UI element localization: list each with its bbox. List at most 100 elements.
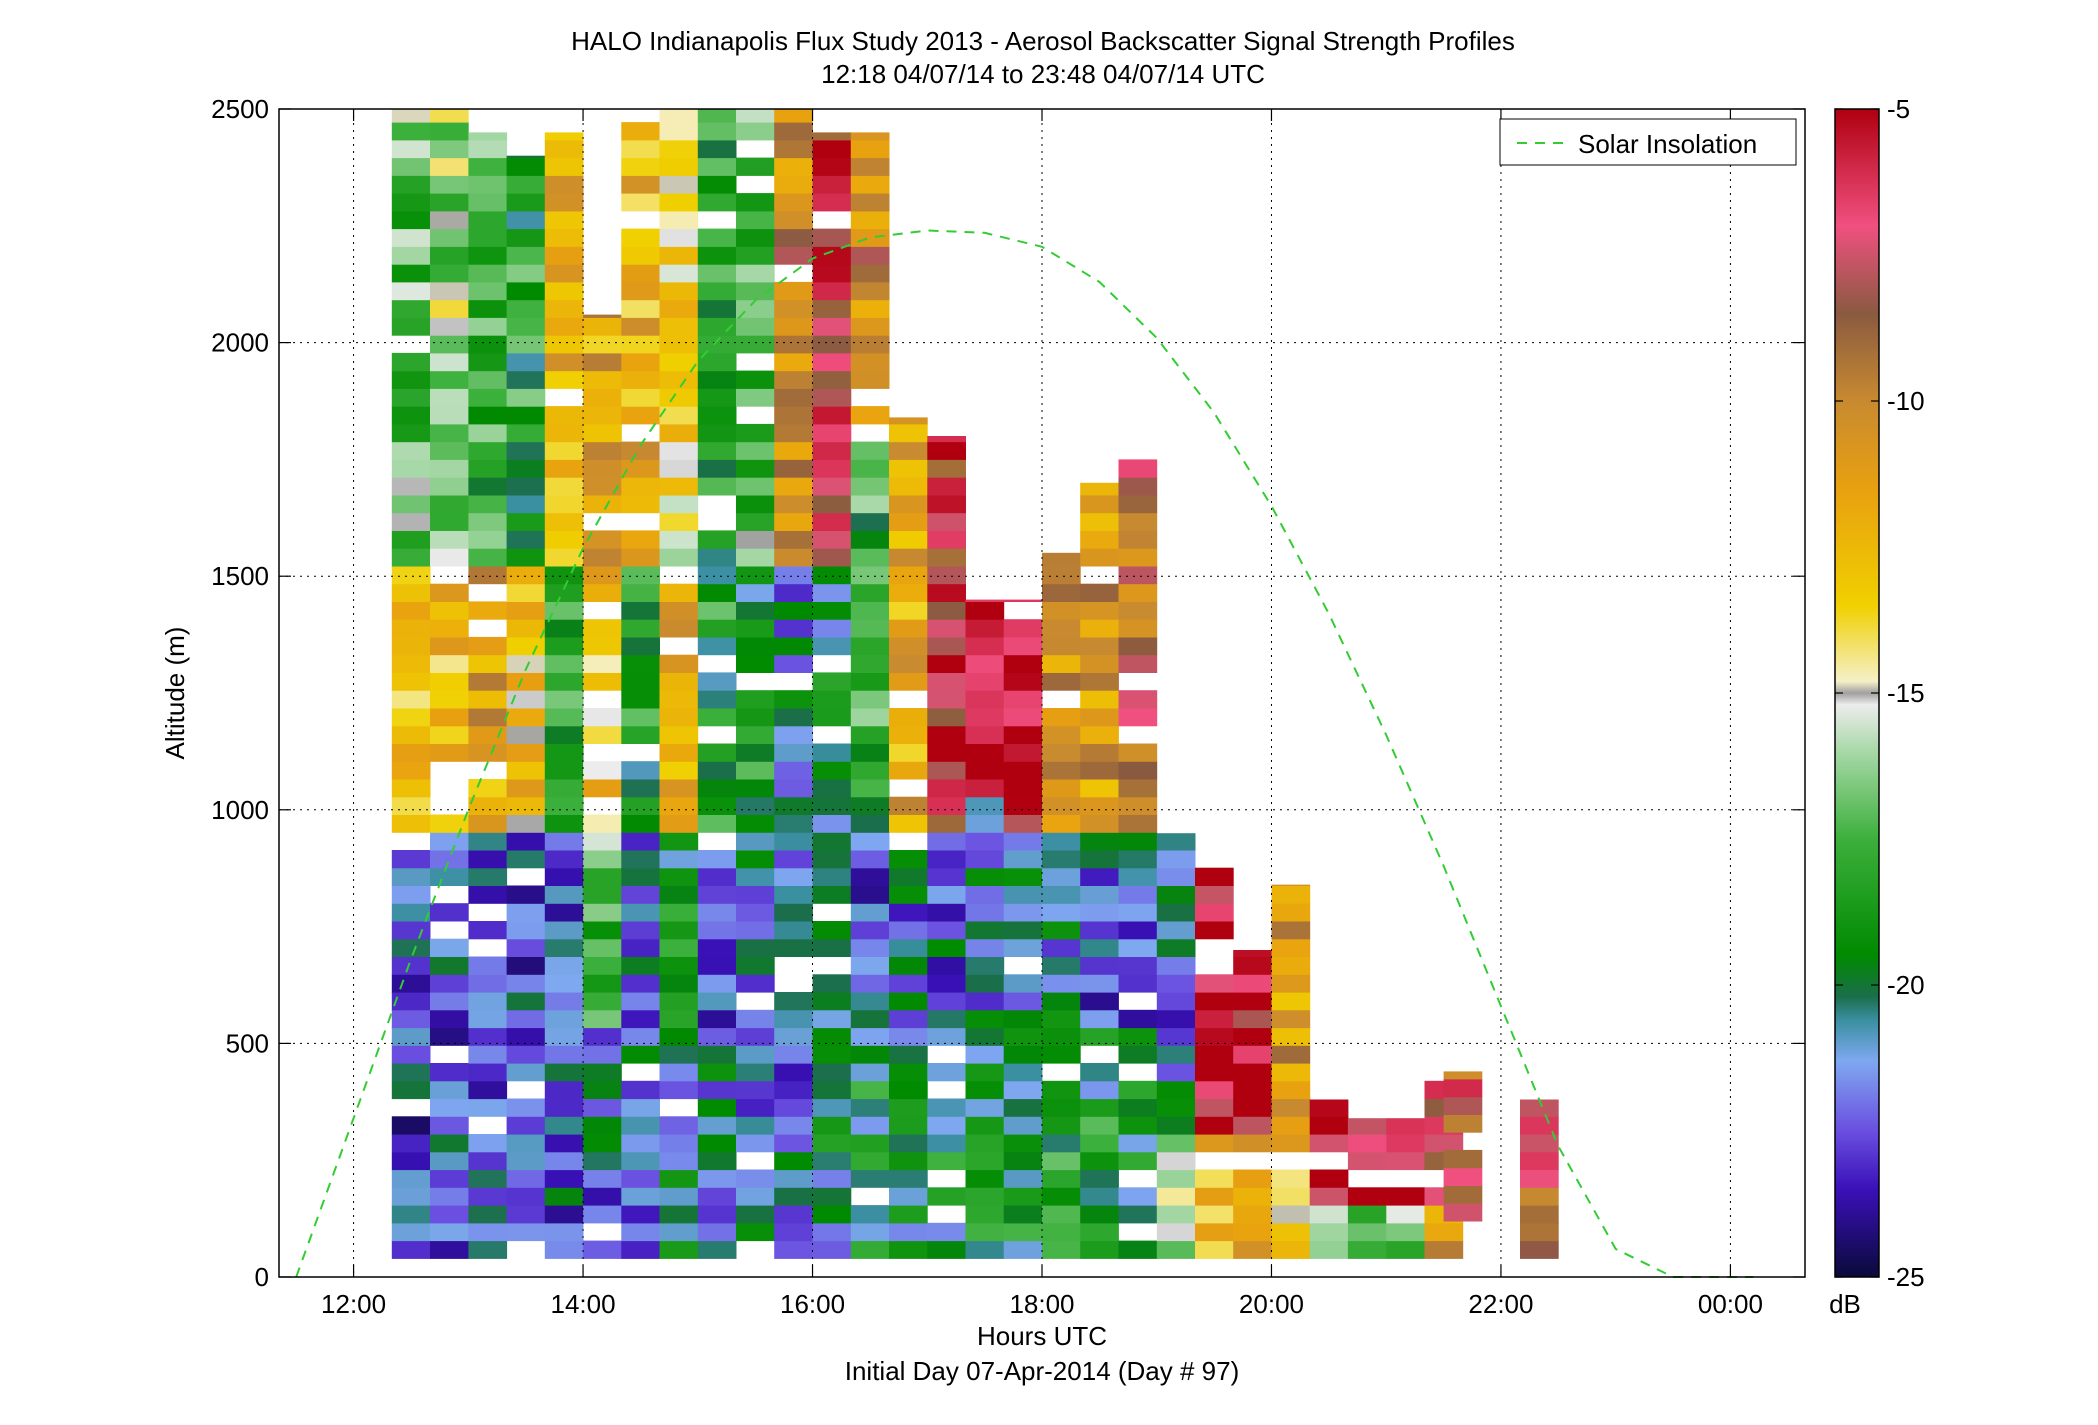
heatmap-cell	[621, 601, 660, 620]
heatmap-cell	[1042, 921, 1081, 940]
heatmap-cell	[544, 938, 584, 957]
heatmap-cell	[1042, 956, 1081, 975]
heatmap-cell	[583, 1205, 622, 1224]
heatmap-cell	[1233, 1169, 1272, 1188]
heatmap-cell	[430, 512, 469, 531]
heatmap-cell	[736, 477, 775, 496]
heatmap-cell	[965, 1116, 1005, 1135]
heatmap-cell	[506, 157, 546, 176]
heatmap-cell	[1233, 950, 1272, 957]
heatmap-cell	[430, 459, 469, 478]
heatmap-cell	[1080, 619, 1119, 638]
heatmap-cell	[774, 193, 813, 212]
heatmap-cell	[1080, 921, 1119, 940]
heatmap-cell	[583, 1045, 622, 1064]
heatmap-cell	[1042, 832, 1081, 851]
heatmap-cell	[1042, 1098, 1081, 1117]
heatmap-cell	[1271, 956, 1311, 975]
heatmap-cell	[1042, 619, 1081, 638]
heatmap-cell	[889, 921, 928, 940]
heatmap-cell	[1520, 1151, 1559, 1171]
heatmap-cell	[506, 1169, 546, 1188]
heatmap-cell	[736, 761, 775, 780]
heatmap-cell	[583, 317, 622, 336]
heatmap-cell	[544, 1134, 584, 1153]
heatmap-cell	[621, 246, 660, 265]
heatmap-cell	[736, 1027, 775, 1046]
heatmap-cell	[965, 1045, 1005, 1064]
heatmap-cell	[1271, 1187, 1311, 1206]
heatmap-cell	[391, 619, 431, 638]
heatmap-cell	[659, 1063, 699, 1082]
heatmap-cell	[736, 1063, 775, 1082]
heatmap-cell	[774, 459, 813, 478]
heatmap-cell	[889, 1080, 928, 1100]
heatmap-cell	[1118, 1045, 1158, 1064]
heatmap-cell	[621, 725, 660, 744]
heatmap-cell	[1080, 494, 1119, 514]
heatmap-cell	[430, 992, 469, 1011]
heatmap-cell	[736, 1116, 775, 1135]
heatmap-cell	[1386, 1134, 1425, 1153]
heatmap-cell	[391, 423, 431, 443]
heatmap-cell	[659, 832, 699, 851]
heatmap-cell	[736, 850, 775, 869]
heatmap-cell	[544, 779, 584, 798]
x-axis-ticks: 12:00 14:00 16:00 18:00 20:00 22:00 00:00	[321, 109, 1763, 1319]
heatmap-cell	[621, 938, 660, 957]
heatmap-cell	[736, 494, 775, 514]
heatmap-cell	[736, 459, 775, 478]
heatmap-cell	[1003, 814, 1043, 833]
heatmap-cell	[659, 814, 699, 833]
heatmap-cell	[391, 281, 431, 301]
heatmap-cell	[850, 636, 890, 656]
heatmap-cell	[927, 565, 966, 585]
heatmap-cell	[391, 246, 431, 265]
heatmap-cell	[965, 1080, 1005, 1100]
heatmap-cell	[1003, 796, 1043, 815]
heatmap-cell	[430, 974, 469, 993]
heatmap-cell	[1271, 1063, 1311, 1082]
heatmap-cell	[736, 370, 775, 389]
heatmap-cell	[583, 636, 622, 656]
heatmap-cell	[1003, 850, 1043, 869]
heatmap-cell	[736, 565, 775, 585]
heatmap-cell	[736, 317, 775, 336]
heatmap-cell	[621, 1009, 660, 1029]
heatmap-cell	[506, 1187, 546, 1206]
heatmap-cell	[1118, 690, 1158, 709]
heatmap-cell	[697, 175, 737, 194]
heatmap-cell	[391, 548, 431, 567]
heatmap-cell	[659, 548, 699, 567]
heatmap-cell	[1080, 1116, 1119, 1135]
heatmap-cell	[391, 1240, 431, 1259]
heatmap-cell	[812, 441, 852, 460]
heatmap-cell	[1080, 690, 1119, 709]
heatmap-cell	[506, 1134, 546, 1153]
heatmap-cell	[1309, 1222, 1349, 1242]
heatmap-cell	[430, 903, 469, 922]
heatmap-cell	[1271, 1045, 1311, 1064]
heatmap-cell	[391, 565, 431, 585]
heatmap-cell	[697, 1151, 737, 1171]
heatmap-cell	[736, 796, 775, 815]
heatmap-cell	[1003, 636, 1043, 656]
heatmap-cell	[659, 109, 699, 123]
heatmap-cell	[1080, 938, 1119, 957]
heatmap-cell	[1042, 814, 1081, 833]
heatmap-cell	[430, 530, 469, 549]
heatmap-cell	[1003, 654, 1043, 673]
heatmap-cell	[850, 264, 890, 283]
heatmap-cell	[1520, 1116, 1559, 1135]
heatmap-cell	[544, 228, 584, 247]
heatmap-cell	[1042, 974, 1081, 993]
heatmap-cell	[812, 388, 852, 407]
colorbar: -25 -20 -15 -10 -5 dB	[1829, 94, 1924, 1319]
x-tick-label: 14:00	[551, 1289, 616, 1319]
heatmap-cell	[391, 796, 431, 815]
heatmap-cell	[544, 1027, 584, 1046]
heatmap-cell	[1042, 552, 1081, 567]
heatmap-cell	[1003, 708, 1043, 727]
heatmap-cell	[1195, 867, 1234, 886]
heatmap-cell	[391, 1151, 431, 1171]
